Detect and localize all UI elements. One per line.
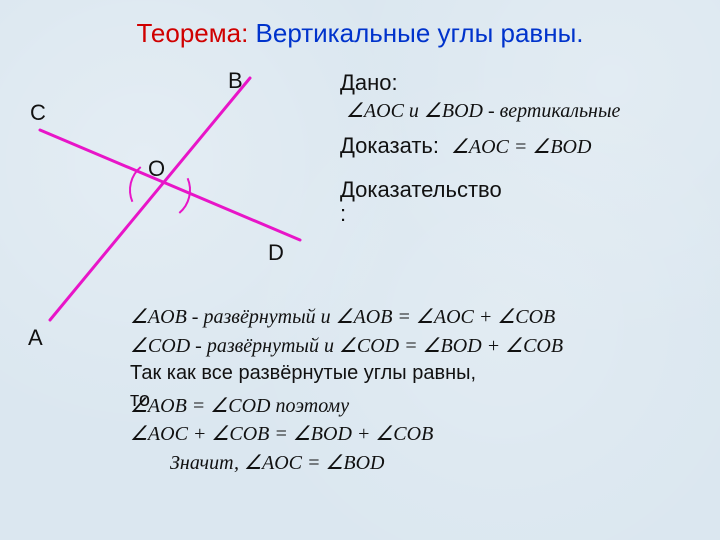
proof-label: Доказательство (340, 177, 540, 203)
proof-colon: : (340, 201, 710, 227)
proof-line-2: ∠COD - развёрнутый и ∠COD = ∠BOD + ∠COB (130, 333, 710, 358)
right-column: Дано: ∠AOC и ∠BOD - вертикальные Доказат… (340, 70, 710, 229)
proof-line-5: Значит, ∠AOC = ∠BOD (170, 450, 710, 475)
label-O: O (148, 156, 165, 182)
title-word-theorem: Теорема: (136, 18, 248, 48)
prove-text: ∠AOC = ∠BOD (451, 134, 591, 159)
diagram-svg (10, 60, 310, 330)
label-A: A (28, 325, 43, 351)
given-label: Дано: (340, 70, 710, 96)
proof-plain-line: Так как все развёрнутые углы равны, (130, 362, 710, 385)
title-statement: Вертикальные углы равны. (248, 18, 583, 48)
proof-line-4: ∠AOC + ∠COB = ∠BOD + ∠COB (130, 421, 710, 446)
theorem-title: Теорема: Вертикальные углы равны. (0, 18, 720, 49)
proof-line-1: ∠AOB - развёрнутый и ∠AOB = ∠AOC + ∠COB (130, 304, 710, 329)
given-text: ∠AOC и ∠BOD - вертикальные (346, 98, 710, 123)
proof-line-3: ∠AOB = ∠COD поэтому (130, 393, 349, 418)
prove-label: Доказать: (340, 133, 439, 159)
label-D: D (268, 240, 284, 266)
proof-block: ∠AOB - развёрнутый и ∠AOB = ∠AOC + ∠COB … (130, 300, 710, 479)
label-C: C (30, 100, 46, 126)
diagram: A B C D O (10, 60, 310, 330)
label-B: B (228, 68, 243, 94)
